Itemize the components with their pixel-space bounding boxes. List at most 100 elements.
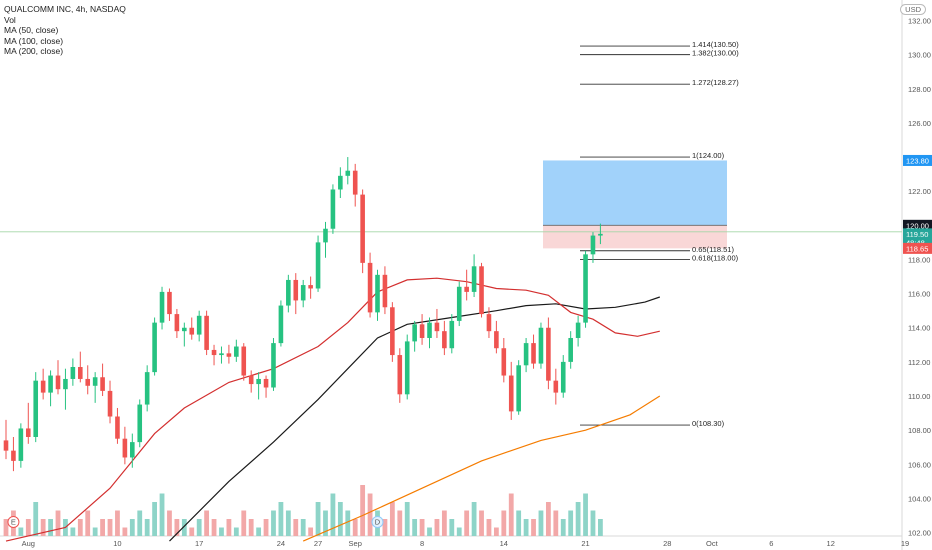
volume-bar [241, 510, 247, 536]
event-marker [371, 516, 384, 528]
time-tick-label: 10 [113, 539, 121, 548]
volume-bar [493, 527, 499, 536]
volume-bar [174, 519, 180, 536]
time-tick-label: 12 [827, 539, 835, 548]
candle-body [211, 349, 217, 356]
candle-body [360, 194, 365, 263]
volume-bar [278, 502, 284, 536]
volume-bar [508, 493, 514, 536]
volume-bar [189, 527, 195, 536]
legend-volume[interactable]: Vol [4, 14, 16, 25]
volume-bar [115, 510, 120, 536]
candle-body [471, 266, 477, 292]
candle-body [546, 327, 551, 381]
volume-bar [434, 519, 440, 536]
candle-body [583, 254, 588, 323]
volume-bar [167, 510, 172, 536]
price-tag-bg [903, 219, 932, 231]
candle-body [234, 346, 239, 357]
candlestick-series [3, 157, 603, 472]
price-tag-label: 123.80 [906, 156, 929, 165]
time-tick-label: 28 [663, 539, 671, 548]
fib-label: 1.382(130.00) [692, 49, 739, 58]
price-axis-panel [902, 0, 932, 550]
price-tick-label: 118.00 [908, 255, 930, 264]
candle-body [486, 314, 492, 332]
legend-ma100[interactable]: MA (100, close) [4, 35, 64, 46]
legend-symbol[interactable]: QUALCOMM INC, 4h, NASDAQ [4, 4, 126, 14]
volume-bar [397, 510, 403, 536]
volume-bar [389, 502, 395, 536]
volume-bar [248, 519, 254, 536]
price-tick-label: 126.00 [908, 119, 931, 128]
event-marker [7, 516, 20, 528]
volume-bar [404, 502, 410, 536]
candle-body [204, 315, 209, 350]
legend-ma50[interactable]: MA (50, close) [4, 25, 59, 35]
volume-bar [545, 502, 551, 536]
candle-body [100, 377, 105, 391]
candle-body [174, 314, 180, 332]
volume-bar [598, 519, 603, 536]
volume-bar [553, 510, 559, 536]
candle-body [115, 416, 120, 439]
volume-bar [360, 485, 366, 536]
candle-body [553, 380, 559, 393]
currency-badge[interactable]: USD [900, 4, 926, 15]
candle-body [70, 367, 76, 379]
candle-body [271, 343, 276, 388]
price-tick-label: 112.00 [908, 358, 930, 367]
time-axis: Aug 10 17 24 27 Sep 8 14 21 28 Oct 6 12 19 [22, 539, 910, 548]
volume-bar [204, 510, 210, 536]
volume-bar [271, 510, 276, 536]
candle-body [55, 375, 61, 390]
volume-bar [575, 502, 581, 536]
candle-body [538, 327, 544, 364]
volume-bar [352, 519, 358, 536]
chart-legend: QUALCOMM INC, 4h, NASDAQ Vol MA (50, clo… [4, 4, 126, 57]
price-tick-label: 114.00 [908, 324, 930, 333]
price-tick-label: 116.00 [908, 290, 930, 299]
volume-bar [85, 510, 91, 536]
candle-body [48, 375, 53, 393]
fib-label: 1(124.00) [692, 151, 725, 160]
candle-body [92, 377, 98, 386]
time-tick-label: 27 [314, 539, 322, 548]
volume-bar [159, 493, 165, 536]
volume-bar [337, 502, 343, 536]
volume-bar [285, 510, 291, 536]
volume-bar [300, 519, 306, 536]
candle-body [531, 343, 536, 364]
time-tick-label: 21 [581, 539, 589, 548]
legend-ma200[interactable]: MA (200, close) [4, 46, 64, 56]
fib-label: 0.618(118.00) [692, 253, 739, 262]
candle-body [226, 353, 232, 357]
fib-label: 0.65(118.51) [692, 245, 734, 254]
price-tick-label: 106.00 [908, 460, 931, 469]
volume-bar [568, 510, 574, 536]
candle-body [286, 279, 291, 306]
volume-bar [18, 527, 24, 536]
candle-body [152, 322, 157, 373]
volume-bar [196, 519, 202, 536]
candle-body [523, 343, 529, 366]
candle-body [330, 189, 336, 229]
candle-body [352, 170, 358, 195]
fib-label: 0(108.30) [692, 419, 725, 428]
price-tag-bg [903, 154, 932, 166]
candle-body [412, 324, 417, 342]
candle-body [241, 346, 247, 376]
volume-bar [226, 519, 232, 536]
time-tick-label: Sep [349, 539, 362, 548]
volume-bar [531, 519, 536, 536]
price-tick-label: 130.00 [908, 51, 931, 60]
volume-bar [293, 519, 299, 536]
volume-bar [456, 527, 462, 536]
volume-bar [219, 527, 224, 536]
volume-bar [479, 510, 484, 536]
volume-bar [345, 510, 351, 536]
volume-bar [211, 519, 217, 536]
volume-bar [40, 519, 46, 536]
candle-body [575, 322, 581, 338]
